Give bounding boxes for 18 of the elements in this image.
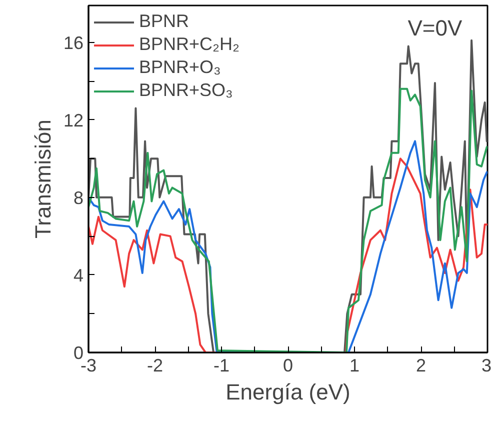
legend-label: BPNR+SO₃ (139, 80, 233, 101)
x-tick-label: 2 (416, 356, 426, 376)
y-axis-title: Transmisión (30, 119, 56, 238)
y-tick-label: 0 (73, 343, 84, 363)
y-tick-label: 16 (63, 32, 84, 53)
annotation: V=0V (408, 15, 462, 40)
x-tick-label: 0 (282, 356, 294, 376)
y-tick-label: 12 (63, 110, 84, 130)
x-tick-label: -1 (214, 356, 230, 376)
x-tick-label: 3 (481, 356, 491, 376)
x-tick-label: 1 (349, 356, 360, 376)
legend-label: BPNR (139, 11, 190, 32)
y-tick-label: 4 (73, 265, 84, 286)
legend-label: BPNR+O₃ (139, 57, 221, 78)
x-axis-title: Energía (eV) (226, 380, 350, 404)
x-tick-label: -2 (147, 356, 164, 376)
legend-label: BPNR+C₂H₂ (139, 34, 240, 55)
y-tick-label: 8 (73, 188, 84, 208)
